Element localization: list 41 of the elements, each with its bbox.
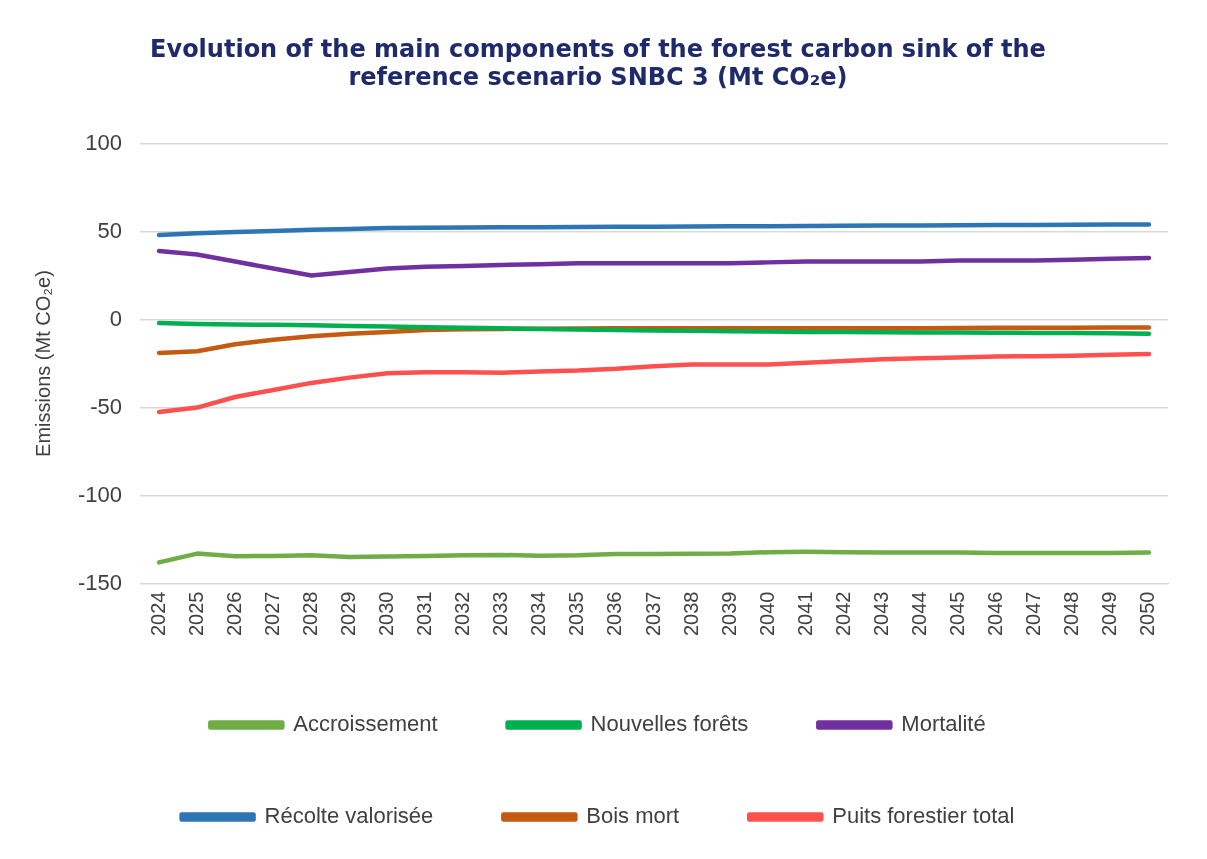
x-tick-label: 2029 <box>336 591 359 637</box>
x-tick-label: 2031 <box>413 591 436 637</box>
x-tick-label: 2047 <box>1022 591 1045 637</box>
x-tick-label: 2041 <box>793 591 816 637</box>
x-tick-label: 2043 <box>869 591 892 637</box>
x-tick-label: 2048 <box>1060 591 1083 637</box>
x-tick-label: 2028 <box>298 591 321 637</box>
y-tick-label: 0 <box>109 305 123 331</box>
x-tick-label: 2045 <box>946 591 969 637</box>
x-tick-label: 2049 <box>1098 591 1121 637</box>
x-tick-label: 2042 <box>831 591 854 637</box>
x-tick-label: 2032 <box>451 591 474 637</box>
y-tick-label: 100 <box>85 129 123 155</box>
y-tick-label: 50 <box>97 217 123 243</box>
x-tick-label: 2034 <box>527 591 550 637</box>
legend-label: Récolte valorisée <box>264 803 434 829</box>
x-tick-label: 2033 <box>489 591 512 637</box>
legend-label: Accroissement <box>293 711 438 737</box>
y-tick-label: -50 <box>90 393 123 419</box>
x-tick-label: 2046 <box>984 591 1007 637</box>
x-tick-label: 2038 <box>679 591 702 637</box>
y-tick-label: -100 <box>77 481 123 507</box>
chart-title: Evolution of the main components of the forest carbon sink of the reference scenario SNBC 3 (Mt CO₂e) <box>150 34 1046 92</box>
x-tick-label: 2044 <box>908 591 931 637</box>
x-tick-label: 2050 <box>1136 591 1159 637</box>
x-tick-label: 2027 <box>260 591 283 637</box>
x-tick-label: 2024 <box>146 591 169 637</box>
x-tick-label: 2035 <box>565 591 588 637</box>
x-tick-label: 2040 <box>755 591 778 637</box>
y-axis-title: Emissions (Mt CO₂e) <box>31 270 54 457</box>
x-tick-label: 2036 <box>603 591 626 637</box>
legend-label: Bois mort <box>586 803 680 829</box>
y-tick-label: -150 <box>77 569 123 595</box>
legend-label: Mortalité <box>901 711 986 737</box>
x-tick-label: 2037 <box>641 591 664 637</box>
x-tick-label: 2026 <box>222 591 245 637</box>
legend-label: Nouvelles forêts <box>590 711 749 737</box>
x-tick-label: 2025 <box>184 591 207 637</box>
legend-label: Puits forestier total <box>832 803 1015 829</box>
x-tick-label: 2030 <box>375 591 398 637</box>
x-tick-label: 2039 <box>717 591 740 637</box>
